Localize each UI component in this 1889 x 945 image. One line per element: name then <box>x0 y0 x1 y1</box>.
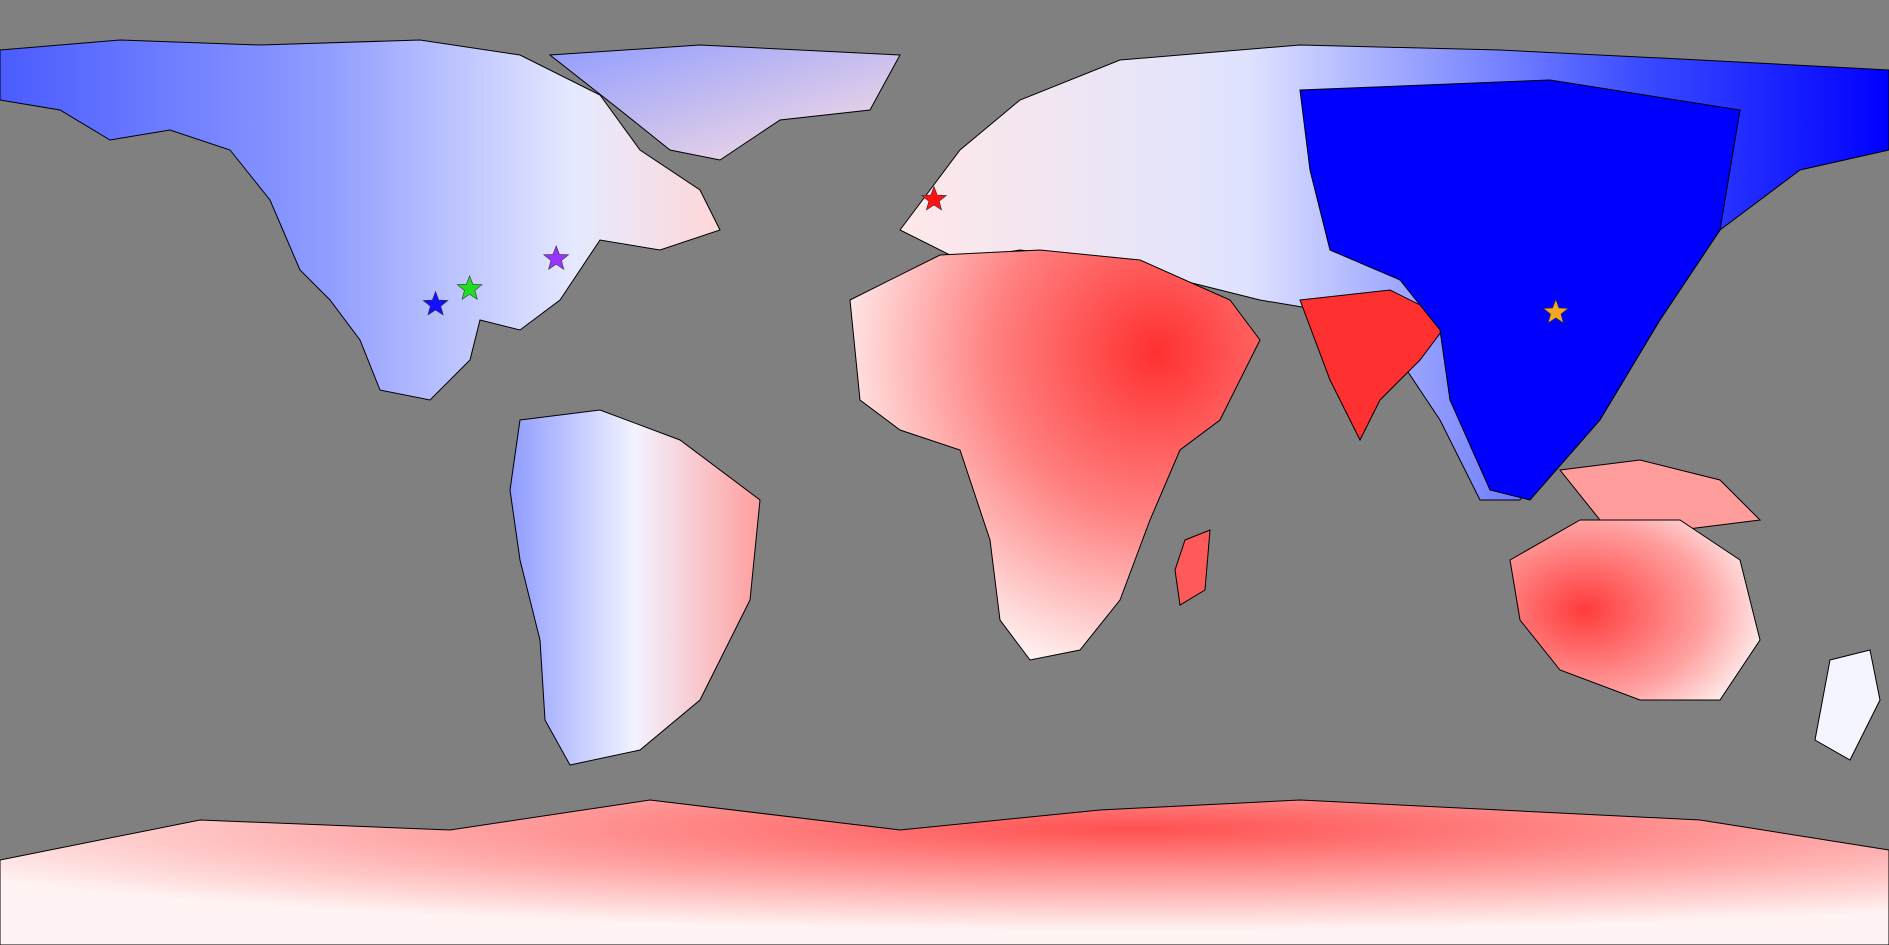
antarctica-region <box>0 799 1889 945</box>
east-asia-region <box>1299 79 1741 501</box>
africa-region <box>849 249 1261 661</box>
new-zealand-region <box>1814 649 1881 761</box>
purple-star-marker <box>542 244 570 270</box>
red-star-marker <box>920 185 948 211</box>
north-america-region <box>0 39 721 401</box>
madagascar-region <box>1174 529 1211 606</box>
star-markers <box>422 185 1570 324</box>
greenland-region <box>548 44 901 161</box>
south-america-region <box>509 409 761 766</box>
blue-star-marker <box>422 290 449 316</box>
australia-region <box>1509 519 1761 701</box>
india-region <box>1299 289 1451 442</box>
green-star-marker <box>456 274 483 300</box>
orange-star-marker <box>1542 298 1570 324</box>
